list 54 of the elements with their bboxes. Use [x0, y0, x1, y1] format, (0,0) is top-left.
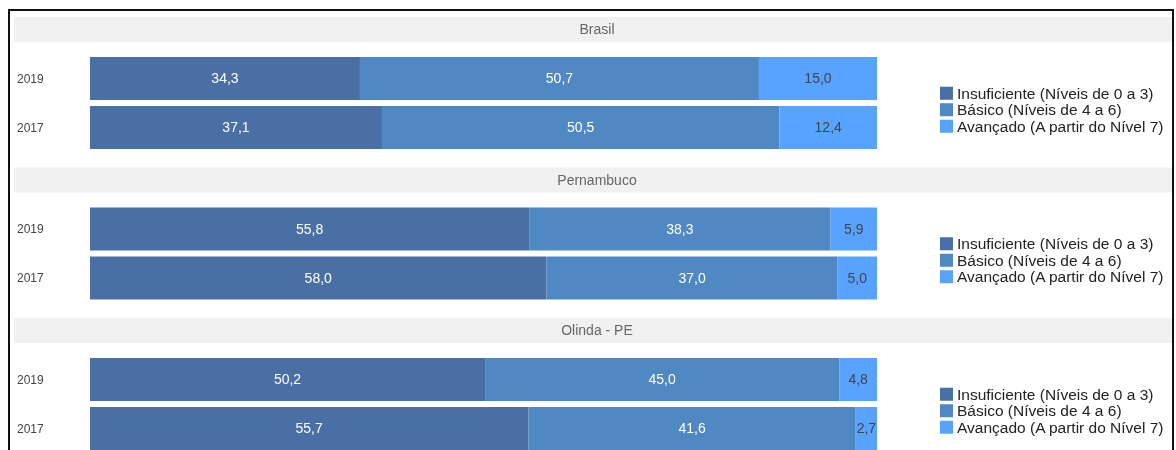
bar: [485, 358, 840, 401]
data-label: 41,6: [678, 420, 706, 437]
data-label: 2,7: [856, 420, 877, 437]
chart-title: Pernambuco: [557, 171, 637, 188]
bar: [90, 207, 530, 251]
bar: [837, 256, 877, 300]
data-label: 5,0: [847, 269, 868, 286]
data-label: 45,0: [648, 371, 676, 388]
data-label: 55,8: [295, 220, 324, 237]
data-label: 15,0: [804, 70, 832, 87]
legend-label: Básico (Níveis de 4 a 6): [957, 251, 1122, 269]
legend-label: Insuficiente (Níveis de 0 a 3): [957, 84, 1154, 102]
bar: [90, 256, 547, 300]
bar: [381, 106, 780, 149]
data-label: 5,9: [844, 220, 864, 237]
data-label: 50,5: [567, 119, 595, 136]
legend-label: Insuficiente (Níveis de 0 a 3): [957, 385, 1154, 403]
y-tick-label: 2017: [17, 271, 45, 286]
chart-title: Brasil: [579, 21, 615, 38]
legend-label: Básico (Níveis de 4 a 6): [957, 101, 1122, 119]
chart-title: Olinda - PE: [561, 322, 633, 339]
y-tick-label: 2017: [17, 421, 45, 436]
bar: [90, 57, 360, 100]
bar: [90, 407, 529, 450]
legend-label: Insuficiente (Níveis de 0 a 3): [957, 235, 1154, 253]
data-label: 55,7: [295, 420, 324, 437]
legend-label: Avançado (A partir do Nível 7): [957, 117, 1164, 135]
y-tick-label: 2019: [17, 71, 45, 86]
bar: [758, 57, 877, 100]
bar: [90, 106, 382, 149]
bar: [90, 358, 486, 401]
data-label: 38,3: [666, 220, 694, 237]
data-label: 37,1: [222, 119, 250, 136]
legend-label: Avançado (A partir do Nível 7): [957, 268, 1164, 286]
data-label: 34,3: [211, 70, 239, 87]
data-label: 4,8: [848, 371, 869, 388]
legend-label: Avançado (A partir do Nível 7): [957, 418, 1164, 436]
bar: [546, 256, 838, 300]
data-label: 58,0: [304, 269, 333, 286]
bar: [779, 106, 877, 149]
bar: [855, 407, 877, 450]
y-tick-label: 2019: [17, 372, 45, 387]
bar: [839, 358, 877, 401]
data-label: 37,0: [678, 269, 706, 286]
bar: [830, 207, 877, 251]
legend-label: Básico (Níveis de 4 a 6): [957, 402, 1122, 420]
bar: [359, 57, 759, 100]
y-tick-label: 2019: [17, 222, 45, 237]
data-label: 12,4: [814, 119, 843, 136]
data-label: 50,2: [273, 371, 302, 388]
y-tick-label: 2017: [17, 120, 45, 135]
data-label: 50,7: [545, 70, 574, 87]
bar: [528, 407, 856, 450]
bar: [529, 207, 831, 251]
